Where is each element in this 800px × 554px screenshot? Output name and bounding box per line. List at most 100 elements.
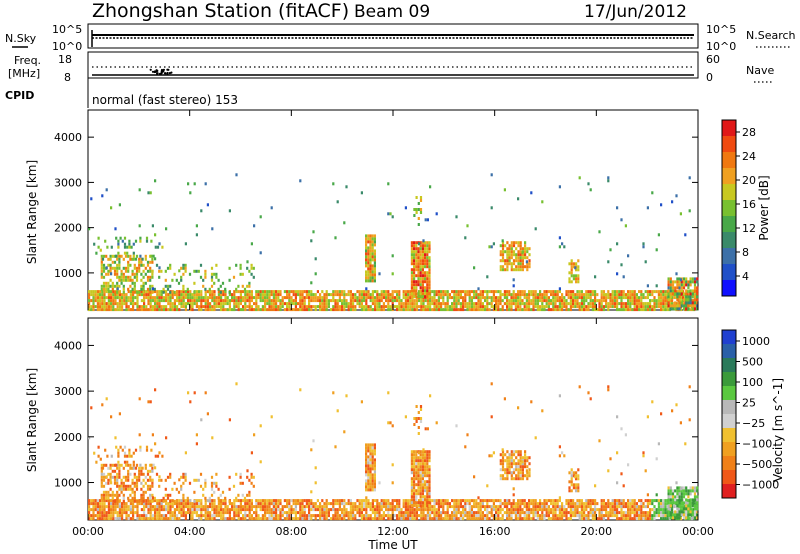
power-cell-2274 xyxy=(521,253,524,257)
power-cell-50 xyxy=(103,305,106,309)
velocity-cell-895 xyxy=(422,517,425,521)
velocity-cell-1671 xyxy=(109,478,112,482)
power-cell-2233 xyxy=(510,250,513,254)
velocity-cell-1985 xyxy=(369,476,372,480)
power-cell-930 xyxy=(435,299,438,303)
velocity-cell-1935 xyxy=(246,493,249,497)
velocity-cell-439 xyxy=(250,502,253,506)
power-cell-2158 xyxy=(426,283,429,287)
power-cell-1120 xyxy=(506,308,509,312)
power-cell-1713 xyxy=(122,257,125,261)
power-cell-2333 xyxy=(667,301,670,305)
velocity-cell-2068 xyxy=(415,489,418,493)
power-cell-2507 xyxy=(391,272,394,276)
velocity-cell-1786 xyxy=(146,469,150,473)
velocity-cell-1901 xyxy=(204,484,207,488)
power-cell-1487 xyxy=(642,296,645,300)
power-cell-1807 xyxy=(151,290,154,294)
power-cell-125 xyxy=(132,293,135,297)
velocity-cell-1184 xyxy=(530,508,533,512)
velocity-cell-548 xyxy=(292,499,295,503)
power-cell-2392 xyxy=(682,307,686,311)
velocity-cell-509 xyxy=(275,517,278,521)
velocity-cell-1248 xyxy=(554,499,557,503)
power-cell-373 xyxy=(224,299,227,303)
power-cell-1894 xyxy=(197,269,200,273)
velocity-cell-695 xyxy=(349,505,352,509)
velocity-cell-1331 xyxy=(585,499,588,503)
power-cell-1791 xyxy=(146,287,150,291)
power-cell-205 xyxy=(160,308,163,312)
velocity-cell-396 xyxy=(233,517,236,521)
power-cell-2041 xyxy=(413,250,416,254)
power-cell-119 xyxy=(129,293,132,297)
velocity-cell-932 xyxy=(435,514,438,518)
power-cell-463 xyxy=(259,308,262,312)
velocity-cell-644 xyxy=(330,502,333,506)
power-cell-1419 xyxy=(618,296,621,300)
power-cell-282 xyxy=(191,293,194,297)
velocity-cell-1212 xyxy=(541,502,544,506)
velocity-cell-46 xyxy=(103,502,106,506)
velocity-cell-1960 xyxy=(367,446,370,450)
power-cell-1534 xyxy=(660,305,663,309)
velocity-cell-2293 xyxy=(528,456,531,460)
velocity-cell-2137 xyxy=(424,480,427,484)
velocity-cell-1680 xyxy=(113,463,117,467)
power-cell-1974 xyxy=(369,234,372,238)
power-cell-2498 xyxy=(345,185,348,189)
velocity-cell-755 xyxy=(371,511,374,515)
velocity-cell-2303 xyxy=(570,471,573,475)
velocity-cell-101 xyxy=(121,514,124,518)
power-cell-1533 xyxy=(660,302,663,306)
velocity-cell-339 xyxy=(211,517,214,521)
velocity-cell-455 xyxy=(257,502,260,506)
power-cell-466 xyxy=(261,296,264,300)
power-cell-2231 xyxy=(510,244,513,248)
power-cell-1313 xyxy=(578,293,581,297)
power-cell-587 xyxy=(305,305,308,309)
power-cell-1898 xyxy=(202,284,205,288)
velocity-cell-574 xyxy=(301,508,304,512)
velocity-cell-2110 xyxy=(421,453,424,457)
power-cell-690 xyxy=(347,302,350,306)
velocity-cell-341 xyxy=(213,502,216,506)
power-cell-2251 xyxy=(515,265,518,269)
velocity-cell-478 xyxy=(266,502,269,506)
power-cell-1389 xyxy=(607,296,610,300)
power-cell-1141 xyxy=(514,302,517,306)
velocity-cell-186 xyxy=(156,499,159,503)
velocity-cell-83 xyxy=(114,517,117,521)
power-cell-1292 xyxy=(569,302,572,306)
power-colorbar-label: Power [dB] xyxy=(757,175,771,240)
velocity-cell-799 xyxy=(387,517,390,521)
velocity-cell-2103 xyxy=(419,489,422,493)
power-cell-2494 xyxy=(332,182,335,186)
power-cell-1638 xyxy=(100,260,103,264)
power-cell-1652 xyxy=(102,284,106,288)
velocity-cell-1172 xyxy=(525,511,528,515)
power-cell-1173 xyxy=(525,305,528,309)
power-cell-728 xyxy=(363,290,366,294)
power-cell-854 xyxy=(409,293,412,297)
power-cell-2068 xyxy=(415,280,418,284)
velocity-cell-1906 xyxy=(210,481,214,485)
power-cell-2276 xyxy=(521,259,524,263)
velocity-cell-1311 xyxy=(576,514,579,518)
velocity-cell-2159 xyxy=(426,495,429,499)
power-cell-2401 xyxy=(685,304,688,308)
power-cell-809 xyxy=(391,302,394,306)
power-cell-2465 xyxy=(154,257,157,261)
velocity-cell-812 xyxy=(393,499,396,503)
power-cell-760 xyxy=(374,302,377,306)
power-cell-2109 xyxy=(421,241,424,245)
velocity-cell-1004 xyxy=(462,514,465,518)
power-cell-1017 xyxy=(468,290,471,294)
power-cell-1469 xyxy=(635,299,638,303)
velocity-cell-406 xyxy=(237,514,240,518)
velocity-cell-2231 xyxy=(510,453,513,457)
velocity-cell-309 xyxy=(200,511,203,515)
velocity-cell-1069 xyxy=(486,508,489,512)
velocity-cell-2290 xyxy=(526,471,529,475)
power-cell-2139 xyxy=(424,277,427,281)
